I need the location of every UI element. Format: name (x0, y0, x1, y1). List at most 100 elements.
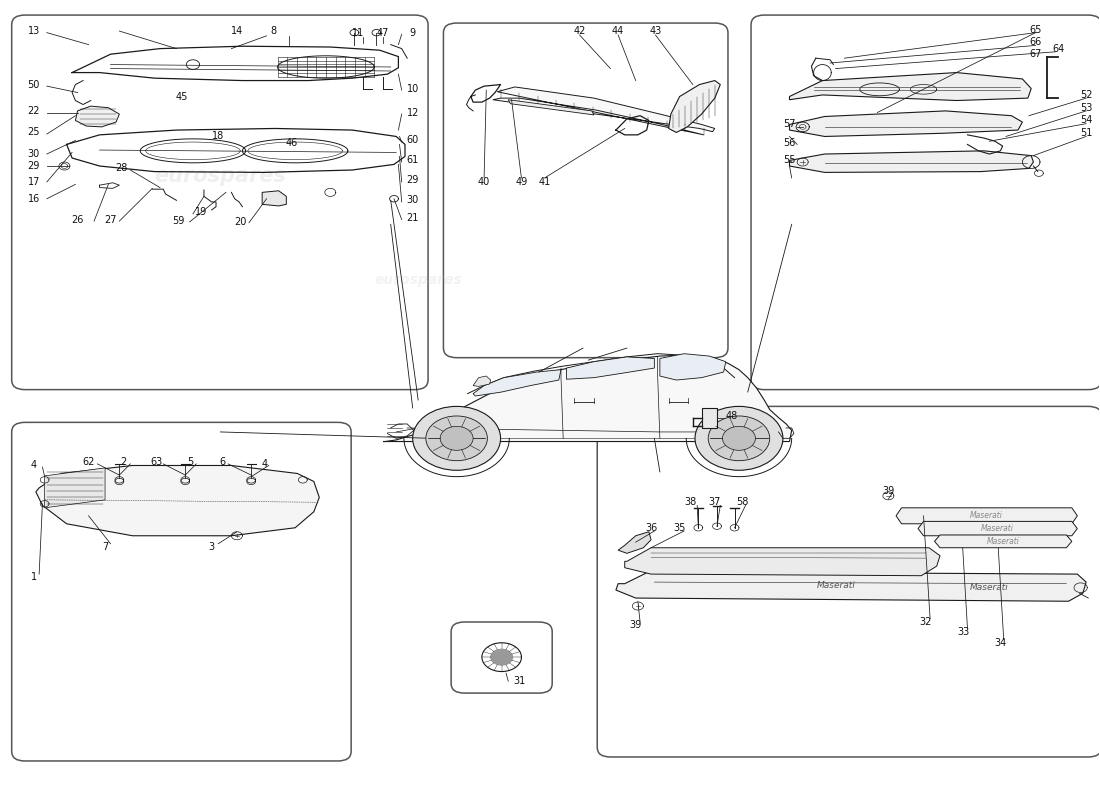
Text: 52: 52 (1080, 90, 1092, 100)
Text: 65: 65 (1030, 26, 1042, 35)
Text: 9: 9 (409, 28, 416, 38)
Text: 40: 40 (478, 177, 491, 187)
Text: 26: 26 (72, 215, 84, 226)
Text: 54: 54 (1080, 115, 1092, 126)
Text: 25: 25 (28, 127, 40, 138)
Text: 30: 30 (407, 195, 419, 206)
Text: 59: 59 (173, 216, 185, 226)
Text: eurospares: eurospares (528, 390, 660, 410)
Polygon shape (790, 73, 1031, 101)
FancyBboxPatch shape (751, 15, 1100, 390)
Text: 1: 1 (31, 572, 36, 582)
Polygon shape (790, 151, 1033, 172)
Text: 56: 56 (783, 138, 795, 148)
Text: 11: 11 (352, 28, 364, 38)
Text: 20: 20 (234, 217, 246, 227)
Text: 39: 39 (882, 486, 894, 496)
Text: eurospares: eurospares (374, 274, 462, 287)
Text: Maserati: Maserati (987, 537, 1020, 546)
Polygon shape (660, 354, 726, 380)
Polygon shape (383, 355, 792, 442)
Polygon shape (918, 522, 1077, 536)
Text: 29: 29 (407, 175, 419, 186)
Polygon shape (625, 548, 940, 576)
Text: 13: 13 (28, 26, 40, 36)
Text: eurospares: eurospares (154, 166, 286, 186)
Polygon shape (508, 100, 594, 115)
Text: 34: 34 (994, 638, 1006, 648)
Text: 10: 10 (407, 83, 419, 94)
Text: 19: 19 (195, 207, 207, 218)
FancyBboxPatch shape (12, 15, 428, 390)
Polygon shape (473, 370, 561, 396)
Text: 67: 67 (1030, 50, 1042, 59)
Circle shape (695, 406, 783, 470)
Text: 50: 50 (28, 79, 40, 90)
Text: 2: 2 (121, 458, 126, 467)
Text: eurospares: eurospares (792, 566, 924, 586)
FancyBboxPatch shape (597, 406, 1100, 757)
Polygon shape (669, 81, 720, 133)
Polygon shape (566, 357, 654, 379)
Polygon shape (45, 468, 106, 508)
Circle shape (708, 416, 770, 461)
Polygon shape (896, 508, 1077, 524)
Text: 43: 43 (649, 26, 661, 36)
Text: 38: 38 (684, 498, 696, 507)
FancyBboxPatch shape (451, 622, 552, 693)
Text: 55: 55 (783, 155, 795, 166)
Circle shape (426, 416, 487, 461)
Text: 17: 17 (28, 177, 40, 187)
Polygon shape (616, 572, 1086, 602)
Text: 28: 28 (116, 163, 128, 174)
Text: 46: 46 (286, 138, 298, 148)
Text: 18: 18 (212, 131, 224, 142)
Polygon shape (935, 535, 1071, 548)
Text: 5: 5 (188, 458, 194, 467)
Text: 3: 3 (209, 542, 214, 552)
Text: 27: 27 (104, 215, 117, 226)
Text: 4: 4 (262, 459, 267, 469)
Text: Maserati: Maserati (970, 583, 1009, 592)
Text: Maserati: Maserati (816, 581, 855, 590)
Text: 36: 36 (645, 522, 657, 533)
Text: 37: 37 (708, 498, 720, 507)
Text: 32: 32 (920, 617, 932, 627)
Polygon shape (36, 466, 319, 536)
Text: Maserati: Maserati (981, 524, 1014, 533)
Text: 33: 33 (957, 626, 969, 637)
Text: 61: 61 (407, 155, 419, 166)
Bar (702, 408, 717, 428)
Polygon shape (473, 376, 491, 386)
Polygon shape (76, 106, 119, 127)
Text: 47: 47 (377, 28, 389, 38)
Text: 64: 64 (1053, 44, 1065, 54)
Text: 66: 66 (1030, 38, 1042, 47)
Text: 57: 57 (783, 119, 795, 130)
Text: 14: 14 (231, 26, 243, 36)
Text: 49: 49 (515, 177, 528, 187)
Text: 42: 42 (573, 26, 586, 36)
Polygon shape (790, 111, 1022, 137)
Text: 48: 48 (725, 411, 737, 421)
Polygon shape (618, 532, 651, 554)
Polygon shape (491, 649, 513, 665)
Text: 6: 6 (220, 458, 225, 467)
Text: 31: 31 (513, 676, 526, 686)
Text: 45: 45 (176, 91, 188, 102)
FancyBboxPatch shape (12, 422, 351, 761)
Text: 39: 39 (629, 620, 641, 630)
Text: 63: 63 (151, 458, 163, 467)
Text: 29: 29 (28, 161, 40, 171)
Polygon shape (262, 190, 286, 206)
Text: 53: 53 (1080, 102, 1092, 113)
Text: 16: 16 (28, 194, 40, 204)
Text: 7: 7 (102, 542, 108, 552)
Text: 8: 8 (271, 26, 276, 36)
Text: 60: 60 (407, 135, 419, 146)
Circle shape (723, 426, 756, 450)
Text: 22: 22 (28, 106, 40, 116)
Text: 44: 44 (612, 26, 624, 36)
Text: 21: 21 (407, 213, 419, 223)
Polygon shape (493, 87, 715, 135)
